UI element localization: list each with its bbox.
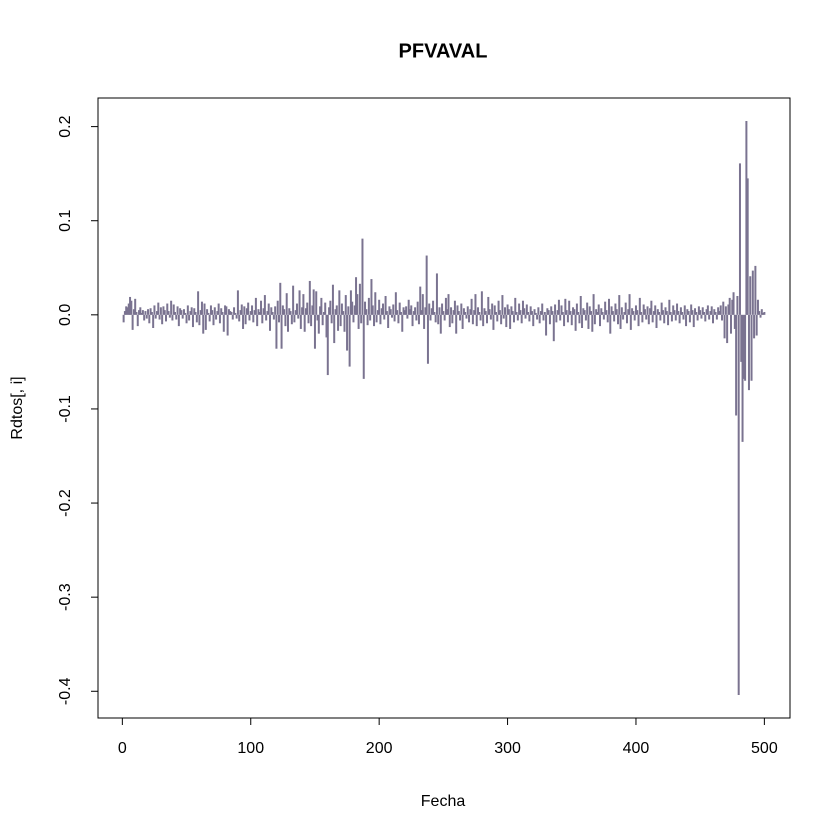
x-tick-label: 200: [366, 740, 393, 757]
chart-title: PFVAVAL: [399, 40, 488, 62]
y-tick-label: 0.0: [57, 304, 74, 326]
y-tick-label: -0.2: [57, 489, 74, 517]
plot-frame: [97, 97, 791, 719]
y-tick-label: -0.4: [57, 677, 74, 705]
x-tick-label: 300: [494, 740, 521, 757]
x-tick-label: 400: [623, 740, 650, 757]
y-axis-label: Rdtos[, i]: [9, 376, 26, 439]
x-tick-label: 0: [118, 740, 127, 757]
x-axis-label: Fecha: [421, 793, 466, 810]
y-tick-label: -0.1: [57, 395, 74, 423]
x-tick-label: 500: [751, 740, 778, 757]
y-tick-label: 0.1: [57, 210, 74, 232]
y-tick-label: -0.3: [57, 583, 74, 611]
y-tick-label: 0.2: [57, 115, 74, 137]
x-tick-label: 100: [237, 740, 264, 757]
